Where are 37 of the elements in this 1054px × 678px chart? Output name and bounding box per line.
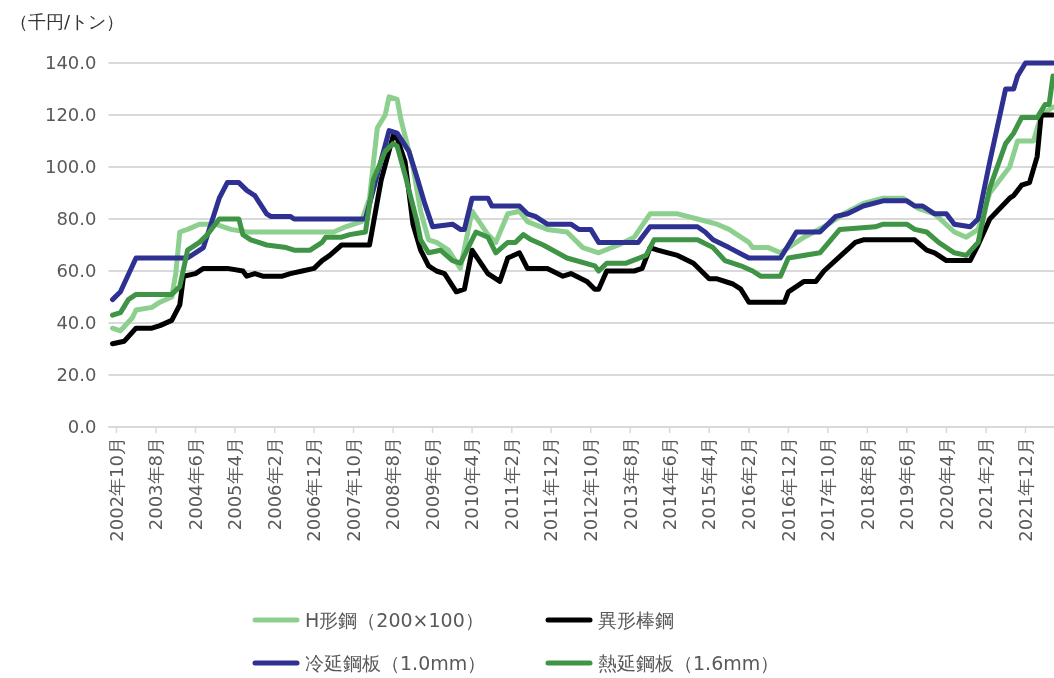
x-tick-label: 2010年4月 bbox=[461, 437, 483, 531]
x-tick-label: 2013年8月 bbox=[619, 437, 641, 531]
y-tick-label: 40.0 bbox=[56, 312, 97, 334]
x-tick-label: 2012年10月 bbox=[580, 437, 602, 542]
x-tick-label: 2016年12月 bbox=[777, 437, 799, 542]
y-tick-label: 20.0 bbox=[56, 364, 97, 386]
x-tick-label: 2016年2月 bbox=[738, 437, 760, 531]
x-tick-label: 2017年10月 bbox=[817, 437, 839, 542]
legend-label: 異形棒鋼 bbox=[598, 608, 674, 631]
legend-label: 熱延鋼板（1.6mm） bbox=[598, 651, 780, 674]
y-tick-label: 140.0 bbox=[44, 52, 97, 74]
x-tick-label: 2004年6月 bbox=[184, 437, 206, 531]
legend-label: 冷延鋼板（1.0mm） bbox=[305, 651, 487, 674]
x-tick-label: 2021年2月 bbox=[975, 437, 997, 531]
x-tick-label: 2011年12月 bbox=[540, 437, 562, 542]
x-tick-label: 2019年6月 bbox=[896, 437, 918, 531]
x-tick-label: 2003年8月 bbox=[145, 437, 167, 531]
x-tick-label: 2021年12月 bbox=[1014, 437, 1036, 542]
x-tick-label: 2006年12月 bbox=[303, 437, 325, 542]
x-tick-label: 2009年6月 bbox=[421, 437, 443, 531]
y-tick-label: 0.0 bbox=[67, 416, 97, 438]
x-tick-label: 2007年10月 bbox=[342, 437, 364, 542]
legend-label: H形鋼（200×100） bbox=[305, 608, 484, 631]
x-tick-label: 2011年2月 bbox=[501, 437, 523, 531]
y-tick-label: 80.0 bbox=[56, 208, 97, 230]
x-tick-label: 2015年4月 bbox=[698, 437, 720, 531]
x-tick-label: 2018年8月 bbox=[856, 437, 878, 531]
y-tick-label: 100.0 bbox=[44, 156, 97, 178]
x-tick-label: 2005年4月 bbox=[224, 437, 246, 531]
y-axis-title: （千円/トン） bbox=[10, 11, 125, 32]
x-tick-label: 2006年2月 bbox=[264, 437, 285, 531]
x-tick-label: 2008年8月 bbox=[382, 437, 404, 531]
x-tick-label: 2020年4月 bbox=[935, 437, 957, 531]
x-tick-label: 2002年10月 bbox=[105, 437, 127, 542]
y-tick-label: 120.0 bbox=[44, 104, 97, 126]
y-tick-label: 60.0 bbox=[56, 260, 97, 282]
x-tick-label: 2014年6月 bbox=[658, 437, 680, 531]
